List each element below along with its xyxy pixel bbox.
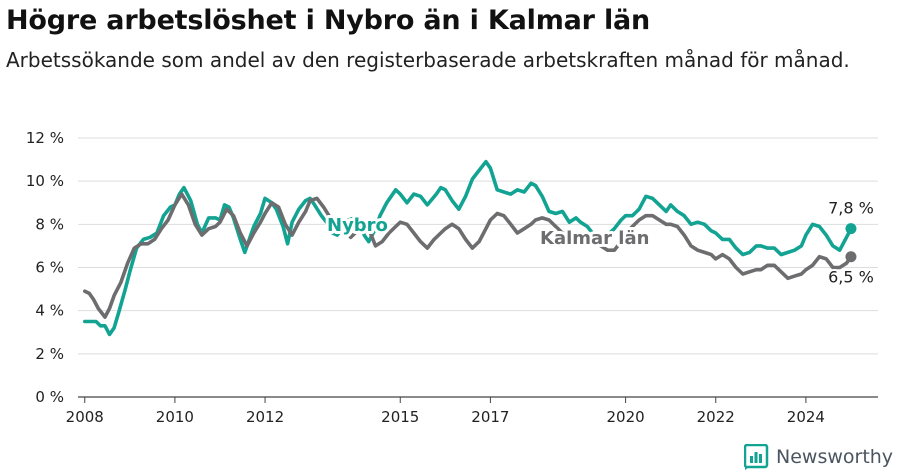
x-tick-label: 2008 bbox=[66, 408, 104, 426]
x-tick-label: 2012 bbox=[246, 408, 284, 426]
chart-title: Högre arbetslöshet i Nybro än i Kalmar l… bbox=[6, 5, 651, 36]
x-tick-label: 2024 bbox=[787, 408, 825, 426]
series-label-nybro: Nybro bbox=[327, 215, 388, 236]
y-tick-label: 12 % bbox=[26, 129, 64, 147]
series-line-kalmar bbox=[83, 192, 853, 319]
y-tick-label: 8 % bbox=[35, 215, 64, 233]
newsworthy-logo-text: Newsworthy bbox=[776, 446, 894, 468]
end-label-kalmar: 6,5 % bbox=[828, 268, 874, 287]
y-tick-label: 6 % bbox=[35, 259, 64, 277]
series-label-kalmar: Kalmar län bbox=[540, 228, 649, 249]
end-point-nybro bbox=[845, 223, 857, 235]
end-point-kalmar bbox=[845, 251, 857, 263]
x-tick-label: 2020 bbox=[607, 408, 645, 426]
chart-subtitle: Arbetssökande som andel av den registerb… bbox=[6, 48, 850, 72]
series-line-nybro bbox=[83, 159, 853, 337]
x-tick-label: 2017 bbox=[471, 408, 509, 426]
y-tick-label: 4 % bbox=[35, 302, 64, 320]
newsworthy-logo: Newsworthy bbox=[744, 442, 893, 472]
y-tick-label: 2 % bbox=[35, 345, 64, 363]
y-tick-label: 10 % bbox=[26, 172, 64, 190]
x-tick-label: 2010 bbox=[156, 408, 194, 426]
y-tick-label: 0 % bbox=[35, 388, 64, 406]
newsworthy-logo-icon bbox=[744, 444, 769, 470]
end-label-nybro: 7,8 % bbox=[828, 199, 874, 218]
x-tick-label: 2015 bbox=[381, 408, 419, 426]
x-tick-label: 2022 bbox=[697, 408, 735, 426]
